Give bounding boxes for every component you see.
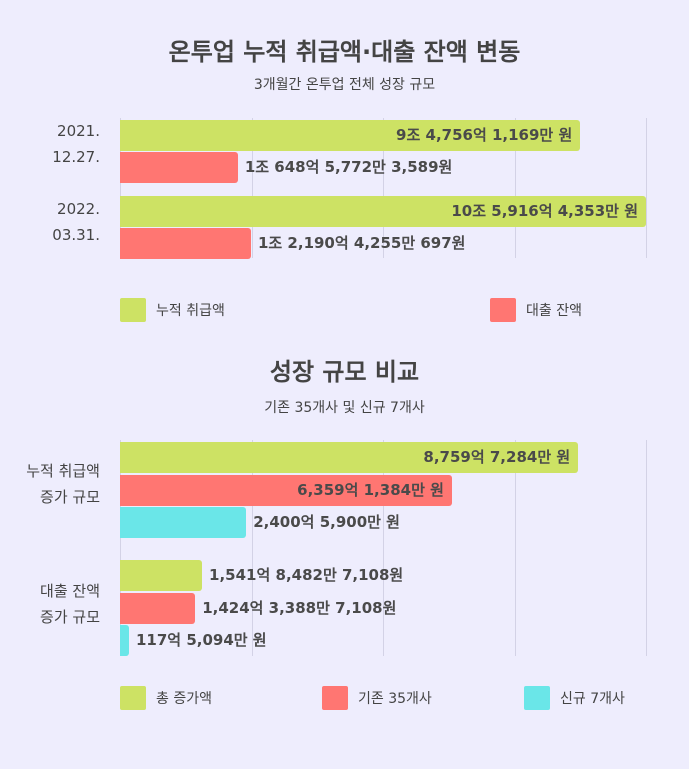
- gridline: [120, 118, 121, 258]
- data-label: 117억 5,094만 원: [136, 631, 267, 649]
- gridline: [120, 440, 121, 656]
- category-label-line: 2022.: [57, 200, 100, 218]
- gridline: [646, 118, 647, 258]
- gridline: [514, 440, 516, 656]
- category-label-line: 2021.: [57, 122, 100, 140]
- legend-item: 기존 35개사: [322, 686, 432, 710]
- bar-red: [120, 474, 452, 506]
- gridline: [383, 440, 384, 656]
- data-label: 6,359억 1,384만 원: [297, 480, 444, 499]
- chart2-plot: 8,759억 7,284만 원 6,359억 1,384만 원 2,400억 5,9…: [120, 440, 647, 656]
- bar-red: [120, 228, 251, 259]
- data-label: 1,541억 8,482만 7,108원: [209, 566, 404, 584]
- gridline: [514, 118, 516, 258]
- data-label: 1조 2,190억 4,255만 697원: [257, 234, 466, 252]
- bar-cyan: [120, 625, 129, 656]
- gridline: [251, 118, 253, 258]
- gridline: [383, 118, 384, 258]
- category-label: 2021. 12.27.: [52, 118, 100, 170]
- data-label: 2,400억 5,900만 원: [253, 513, 400, 531]
- legend-label: 신규 7개사: [560, 691, 625, 707]
- legend-swatch: [490, 298, 516, 322]
- legend-swatch: [120, 298, 146, 322]
- gridline: [251, 440, 253, 656]
- chart1-plot: 9조 4,756억 1,169만 원 1조 648억 5,772만 3,589원 1…: [120, 118, 647, 259]
- data-label: 1조 648억 5,772만 3,589원: [244, 158, 453, 176]
- data-label: 8,759억 7,284만 원: [423, 448, 571, 466]
- bar-green: [120, 120, 581, 151]
- chart2-title: 성장 규모 비교: [269, 358, 420, 386]
- bar-green: [120, 442, 579, 473]
- category-label-line: 12.27.: [52, 148, 100, 166]
- chart2-subtitle: 기존 35개사 및 신규 7개사: [264, 400, 425, 416]
- bar-cyan: [120, 507, 247, 538]
- category-label-line: 03.31.: [52, 226, 100, 244]
- legend-label: 대출 잔액: [526, 303, 582, 319]
- chart1-subtitle: 3개월간 온투업 전체 성장 규모: [253, 77, 436, 93]
- legend-label: 누적 취급액: [156, 303, 225, 319]
- bar-green: [120, 196, 646, 227]
- legend-swatch: [120, 686, 146, 710]
- bar-green: [120, 560, 203, 591]
- legend-label: 총 증가액: [156, 691, 212, 707]
- chart1-title: 온투업 누적 취급액·대출 잔액 변동: [168, 38, 521, 66]
- data-label: 9조 4,756억 1,169만 원: [396, 126, 573, 144]
- data-label: 1,424억 3,388만 7,108원: [202, 598, 397, 617]
- category-label-line: 증가 규모: [40, 488, 100, 506]
- data-label: 10조 5,916억 4,353만 원: [451, 202, 638, 220]
- category-label: 2022. 03.31.: [52, 196, 100, 248]
- legend-item: 대출 잔액: [490, 298, 582, 322]
- bar-red: [120, 152, 238, 183]
- legend-item: 신규 7개사: [524, 686, 625, 710]
- category-label-line: 대출 잔액: [40, 582, 100, 600]
- legend-swatch: [524, 686, 550, 710]
- legend-item: 누적 취급액: [120, 298, 225, 322]
- legend-swatch: [322, 686, 348, 710]
- bar-red: [120, 592, 196, 624]
- category-label-line: 증가 규모: [40, 608, 100, 626]
- legend-item: 총 증가액: [120, 686, 212, 710]
- legend-label: 기존 35개사: [358, 691, 432, 707]
- gridline: [646, 440, 647, 656]
- category-label-line: 누적 취급액: [26, 462, 100, 480]
